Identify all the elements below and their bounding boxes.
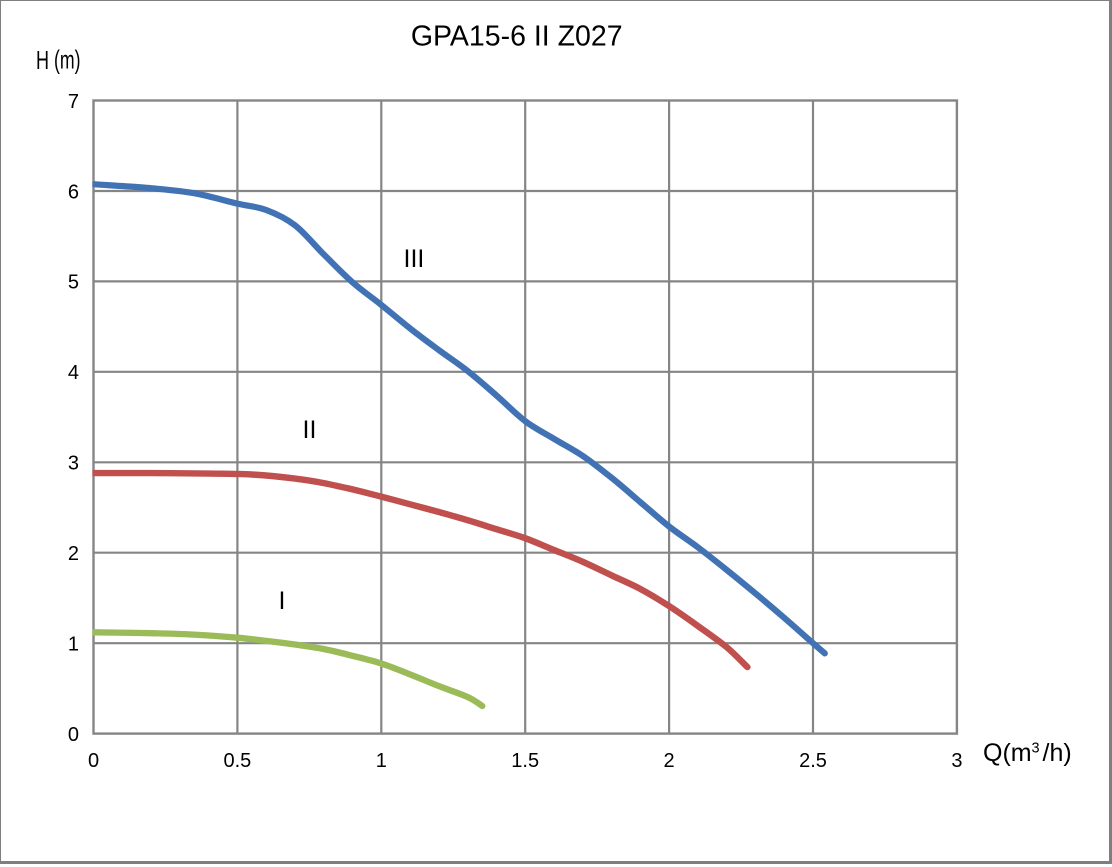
svg-text:1: 1 — [376, 750, 387, 772]
svg-text:2: 2 — [68, 543, 79, 565]
svg-text:/h): /h) — [1043, 739, 1072, 767]
svg-text:GPA15-6 II Z027: GPA15-6 II Z027 — [411, 20, 623, 52]
svg-text:2.5: 2.5 — [799, 750, 827, 772]
svg-text:7: 7 — [68, 91, 79, 113]
svg-text:4: 4 — [68, 362, 79, 384]
svg-text:3: 3 — [68, 453, 79, 475]
svg-text:Q(m: Q(m — [983, 739, 1032, 767]
svg-text:II: II — [303, 416, 317, 444]
svg-text:(m): (m) — [54, 45, 81, 75]
svg-text:I: I — [279, 587, 286, 615]
svg-text:1.5: 1.5 — [511, 750, 539, 772]
svg-text:2: 2 — [664, 750, 675, 772]
svg-text:H: H — [36, 45, 49, 75]
svg-text:1: 1 — [68, 634, 79, 656]
svg-text:5: 5 — [68, 272, 79, 294]
svg-text:6: 6 — [68, 181, 79, 203]
svg-text:III: III — [404, 245, 425, 273]
svg-text:3: 3 — [951, 750, 962, 772]
svg-text:0: 0 — [68, 724, 79, 746]
svg-text:3: 3 — [1032, 741, 1040, 757]
svg-text:0.5: 0.5 — [223, 750, 251, 772]
svg-text:0: 0 — [88, 750, 99, 772]
